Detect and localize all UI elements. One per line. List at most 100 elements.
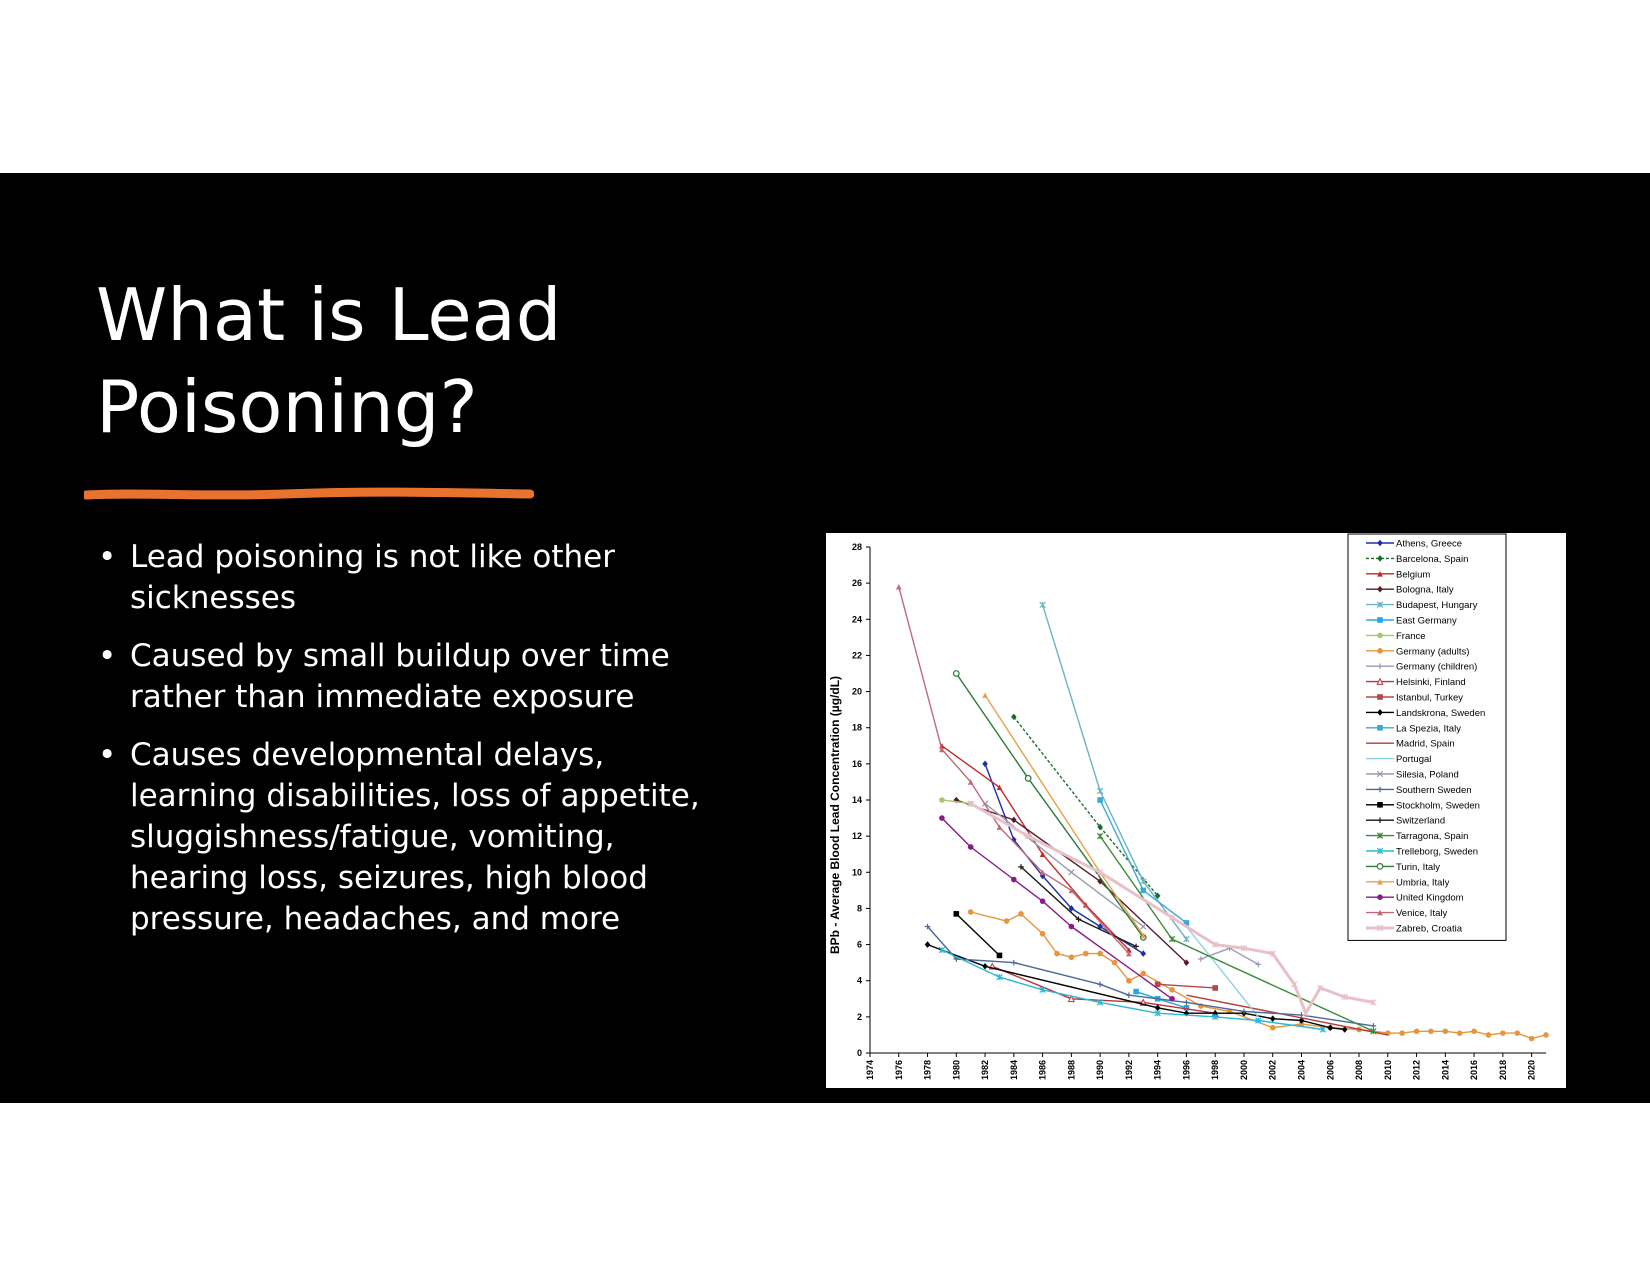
data-point-switzerland xyxy=(1133,943,1139,950)
data-point-germany-adults xyxy=(1456,1030,1463,1036)
x-tick-label: 1988 xyxy=(1066,1060,1076,1080)
y-tick-label: 14 xyxy=(852,795,862,805)
data-point-trelleborg-sweden xyxy=(1255,1017,1262,1024)
legend-marker-united-kingdom xyxy=(1377,894,1383,900)
chart-legend: Athens, Greece Barcelona, Spain Belgium Bol… xyxy=(1347,533,1507,941)
data-point-zabreb-croatia xyxy=(1168,914,1176,921)
legend-label-belgium: Belgium xyxy=(1396,569,1430,580)
data-point-united-kingdom xyxy=(939,815,945,821)
data-point-landskrona-sweden xyxy=(1269,1015,1276,1022)
bullet-dot: • xyxy=(98,539,117,575)
data-point-germany-adults xyxy=(1428,1028,1434,1035)
data-point-la-spezia-italy xyxy=(1140,887,1147,894)
data-point-germany-adults xyxy=(1111,959,1118,966)
data-point-istanbul-turkey xyxy=(1212,985,1218,991)
x-tick-label: 2012 xyxy=(1412,1060,1422,1080)
data-point-southern-sweden xyxy=(1183,999,1190,1006)
data-point-trelleborg-sweden xyxy=(1319,1026,1327,1033)
x-tick-label: 1976 xyxy=(894,1060,904,1080)
data-point-france xyxy=(939,797,945,803)
x-tick-label: 1992 xyxy=(1124,1060,1134,1080)
slide-title: What is Lead Poisoning? xyxy=(96,269,716,453)
data-point-germany-adults xyxy=(1169,986,1175,993)
series-line-zabreb-croatia xyxy=(969,802,1374,1015)
bullet-item: • Causes developmental delays, learning d… xyxy=(96,735,736,940)
data-point-zabreb-croatia xyxy=(1341,993,1348,1001)
data-point-trelleborg-sweden xyxy=(1154,1010,1161,1017)
data-point-landskrona-sweden xyxy=(1327,1024,1334,1031)
data-point-germany-adults xyxy=(1543,1032,1549,1038)
data-point-landskrona-sweden xyxy=(1183,1009,1190,1017)
data-point-athens-greece xyxy=(1011,836,1017,844)
y-tick-label: 10 xyxy=(852,867,862,877)
bullet-item: • Caused by small buildup over time rathe… xyxy=(96,636,736,718)
legend-marker-east-germany xyxy=(1377,617,1383,623)
data-point-umbria-italy xyxy=(1140,932,1147,939)
data-point-germany-adults xyxy=(1528,1035,1535,1042)
series-line-switzerland xyxy=(1020,866,1137,948)
bullet-list: • Lead poisoning is not like other sickne… xyxy=(96,537,736,957)
legend-marker-budapest-hungary xyxy=(1376,601,1384,608)
series-line-helsinki-finland xyxy=(992,965,1216,1014)
data-point-germany-adults xyxy=(1298,1021,1305,1027)
legend-label-bologna-italy: Bologna, Italy xyxy=(1396,585,1454,596)
legend-label-germany-adults: Germany (adults) xyxy=(1396,646,1469,657)
data-point-east-germany xyxy=(1133,988,1139,995)
legend-marker-barcelona-spain xyxy=(1377,555,1383,562)
legend-marker-umbria-italy xyxy=(1377,879,1383,885)
x-tick-label: 1996 xyxy=(1181,1060,1191,1080)
data-point-switzerland xyxy=(1075,916,1082,923)
data-point-barcelona-spain xyxy=(1011,713,1017,721)
data-point-tarragona-spain xyxy=(1370,1028,1377,1035)
data-point-zabreb-croatia xyxy=(1024,832,1032,840)
bullet-dot: • xyxy=(98,638,117,674)
series-line-athens-greece xyxy=(984,763,1144,955)
blood-lead-chart: 0 2 4 6 8 10 12 14 16 18 20 22 24 26 28 1974 1976 1978 198… xyxy=(826,533,1566,1088)
legend-marker-trelleborg-sweden xyxy=(1376,847,1384,855)
legend-label-athens-greece: Athens, Greece xyxy=(1396,539,1462,550)
data-point-stockholm-sweden xyxy=(953,911,960,917)
data-point-southern-sweden xyxy=(1241,1008,1247,1015)
x-tick-label: 1998 xyxy=(1210,1060,1220,1080)
data-point-bologna-italy xyxy=(1011,816,1017,824)
x-tick-label: 2016 xyxy=(1469,1060,1479,1080)
legend-marker-germany-adults xyxy=(1377,648,1383,654)
series-line-portugal xyxy=(1185,926,1259,1018)
legend-marker-istanbul-turkey xyxy=(1377,694,1383,700)
data-point-germany-adults xyxy=(1500,1030,1506,1036)
slide: What is Lead Poisoning? • Lead poisoning … xyxy=(0,173,1650,1103)
x-tick-label: 1978 xyxy=(923,1060,933,1080)
data-point-venice-italy xyxy=(1068,887,1075,894)
legend-marker-stockholm-sweden xyxy=(1377,802,1383,808)
data-point-united-kingdom xyxy=(967,844,974,850)
title-underline xyxy=(84,487,534,500)
legend-marker-zabreb-croatia xyxy=(1376,924,1384,932)
series-line-bologna-italy xyxy=(956,799,1187,964)
x-tick-label: 1982 xyxy=(980,1060,990,1080)
data-point-trelleborg-sweden xyxy=(1211,1013,1219,1021)
data-point-budapest-hungary xyxy=(1096,787,1104,795)
slide-title-line-2: Poisoning? xyxy=(96,365,478,449)
data-point-budapest-hungary xyxy=(1140,878,1147,885)
legend-label-madrid-spain: Madrid, Spain xyxy=(1396,739,1455,750)
legend-label-switzerland: Switzerland xyxy=(1396,816,1445,827)
data-point-athens-greece xyxy=(1140,950,1147,957)
data-point-trelleborg-sweden xyxy=(1039,986,1046,993)
legend-marker-southern-sweden xyxy=(1377,786,1383,793)
data-point-barcelona-spain xyxy=(1154,892,1161,900)
legend-label-germany-children: Germany (children) xyxy=(1396,662,1477,673)
data-point-germany-adults xyxy=(1140,970,1147,977)
legend-label-budapest-hungary: Budapest, Hungary xyxy=(1396,600,1478,611)
series-line-landskrona-sweden xyxy=(927,943,1345,1031)
data-point-germany-adults xyxy=(1039,930,1046,937)
series-line-trelleborg-sweden xyxy=(941,949,1324,1031)
data-point-turin-italy xyxy=(952,670,960,677)
legend-label-silesia-poland: Silesia, Poland xyxy=(1396,770,1459,781)
legend-label-zabreb-croatia: Zabreb, Croatia xyxy=(1396,924,1463,935)
data-point-germany-adults xyxy=(1097,950,1103,957)
data-point-southern-sweden xyxy=(1097,981,1103,988)
data-point-athens-greece xyxy=(1068,905,1075,912)
data-point-belgium xyxy=(1039,851,1046,858)
legend-marker-belgium xyxy=(1377,571,1383,577)
